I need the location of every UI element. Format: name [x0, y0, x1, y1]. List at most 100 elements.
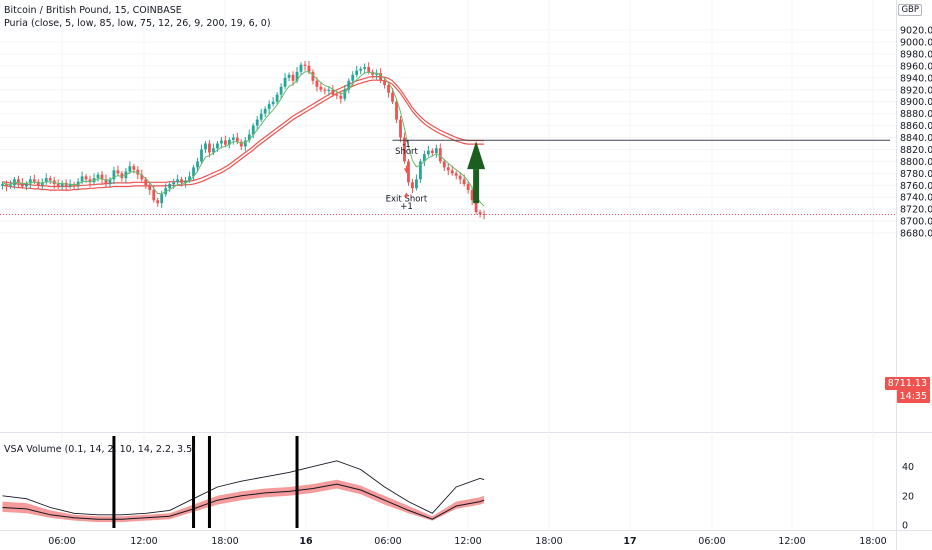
vsa-legend[interactable]: VSA Volume (0.1, 14, 2, 10, 14, 2.2, 3.5…: [4, 444, 196, 455]
candle-body: [9, 185, 12, 187]
x-tick-label: 12:00: [454, 536, 481, 547]
candle-body: [438, 148, 442, 162]
candle-body: [263, 108, 267, 114]
candle-body: [243, 140, 247, 147]
indicator-legend[interactable]: Puria (close, 5, low, 85, low, 75, 12, 2…: [4, 18, 271, 29]
candle-body: [319, 86, 323, 90]
x-tick-label: 06:00: [698, 536, 725, 547]
candle-body: [5, 184, 8, 187]
x-tick-label: 18:00: [535, 536, 562, 547]
y-tick-label: 8780.00: [900, 169, 932, 180]
candle-body: [156, 200, 160, 204]
fast-ema-line: [2, 71, 485, 207]
candle-body: [391, 92, 394, 102]
candle-body: [120, 173, 124, 179]
candle-body: [426, 150, 430, 155]
candle-body: [136, 169, 140, 175]
y-tick-label: 9020.00: [900, 26, 932, 37]
candle-body: [208, 143, 211, 153]
candle-body: [1, 184, 4, 186]
candle-body: [239, 141, 243, 147]
y-tick-label: 8940.00: [900, 73, 932, 84]
candle-body: [17, 179, 20, 183]
price-axis[interactable]: 9020.009000.008980.008960.008940.008920.…: [900, 26, 932, 240]
candle-body: [128, 166, 132, 172]
vsa-pane[interactable]: [2, 436, 485, 528]
candle-body: [104, 179, 108, 185]
vsa-tick-label: 20: [902, 491, 914, 502]
candle-body: [359, 68, 363, 71]
candle-body: [339, 95, 343, 99]
candle-body: [13, 179, 16, 186]
candle-body: [60, 182, 64, 187]
candle-body: [311, 71, 315, 81]
candle-body: [303, 64, 307, 66]
candle-body: [470, 190, 474, 201]
candle-body: [422, 154, 426, 162]
candle-body: [28, 179, 32, 184]
candle-body: [216, 143, 219, 149]
y-tick-label: 8700.00: [900, 217, 932, 228]
y-tick-label: 8800.00: [900, 157, 932, 168]
candle-body: [88, 179, 92, 183]
candle-body: [212, 148, 215, 153]
candle-body: [383, 80, 386, 85]
candle-body: [56, 184, 60, 187]
candle-body: [148, 185, 152, 191]
candle-body: [442, 161, 446, 168]
vsa-midline: [2, 483, 485, 520]
candle-body: [446, 167, 450, 171]
currency-badge[interactable]: GBP: [898, 4, 922, 16]
candle-body: [68, 184, 72, 187]
candle-body: [116, 170, 120, 174]
candle-body: [108, 179, 112, 185]
candle-body: [188, 176, 191, 181]
y-tick-label: 8880.00: [900, 109, 932, 120]
candle-body: [32, 179, 36, 182]
target-arrow-head-icon: [467, 141, 486, 170]
candle-body: [327, 89, 331, 91]
trade-annotation: Short: [395, 147, 418, 157]
vsa-tick-label: 0: [902, 521, 908, 532]
candle-body: [24, 183, 28, 187]
candle-body: [100, 174, 104, 180]
candle-body: [283, 77, 287, 87]
y-tick-label: 8740.00: [900, 193, 932, 204]
y-tick-label: 8720.00: [900, 205, 932, 216]
candle-body: [399, 119, 402, 138]
candle-body: [96, 174, 100, 179]
candle-body: [64, 182, 68, 187]
candle-body: [112, 170, 116, 180]
candle-body: [351, 74, 355, 81]
chart-title[interactable]: Bitcoin / British Pound, 15, COINBASE: [4, 5, 182, 16]
candle-body: [160, 194, 164, 204]
trade-annotation: -1: [402, 140, 410, 150]
ma-line-lower: [2, 79, 485, 191]
candle-body: [271, 101, 275, 105]
vsa-axis[interactable]: 40 20 0: [902, 462, 914, 531]
x-tick-label: 17: [623, 536, 636, 547]
candle-body: [482, 213, 486, 215]
candle-body: [347, 80, 351, 90]
candle-body: [307, 65, 311, 72]
candle-body: [458, 175, 462, 180]
price-pane[interactable]: Short-1 Exit Short+1: [0, 61, 896, 220]
candle-body: [251, 125, 255, 135]
candle-body: [84, 176, 88, 180]
y-tick-label: 8840.00: [900, 133, 932, 144]
candle-body: [450, 170, 454, 174]
candle-body: [291, 74, 295, 81]
candle-body: [434, 148, 438, 154]
y-tick-label: 8900.00: [900, 97, 932, 108]
candle-body: [176, 179, 180, 183]
y-tick-label: 8860.00: [900, 121, 932, 132]
candle-body: [247, 134, 251, 141]
candle-body: [235, 137, 239, 142]
candle-body: [395, 101, 398, 120]
time-axis[interactable]: 06:00 12:00 18:00 16 06:00 12:00 18:00 17 06:00 1…: [48, 536, 886, 547]
candle-body: [454, 173, 458, 176]
candle-body: [48, 178, 52, 181]
candle-body: [331, 89, 335, 95]
x-tick-label: 18:00: [211, 536, 238, 547]
